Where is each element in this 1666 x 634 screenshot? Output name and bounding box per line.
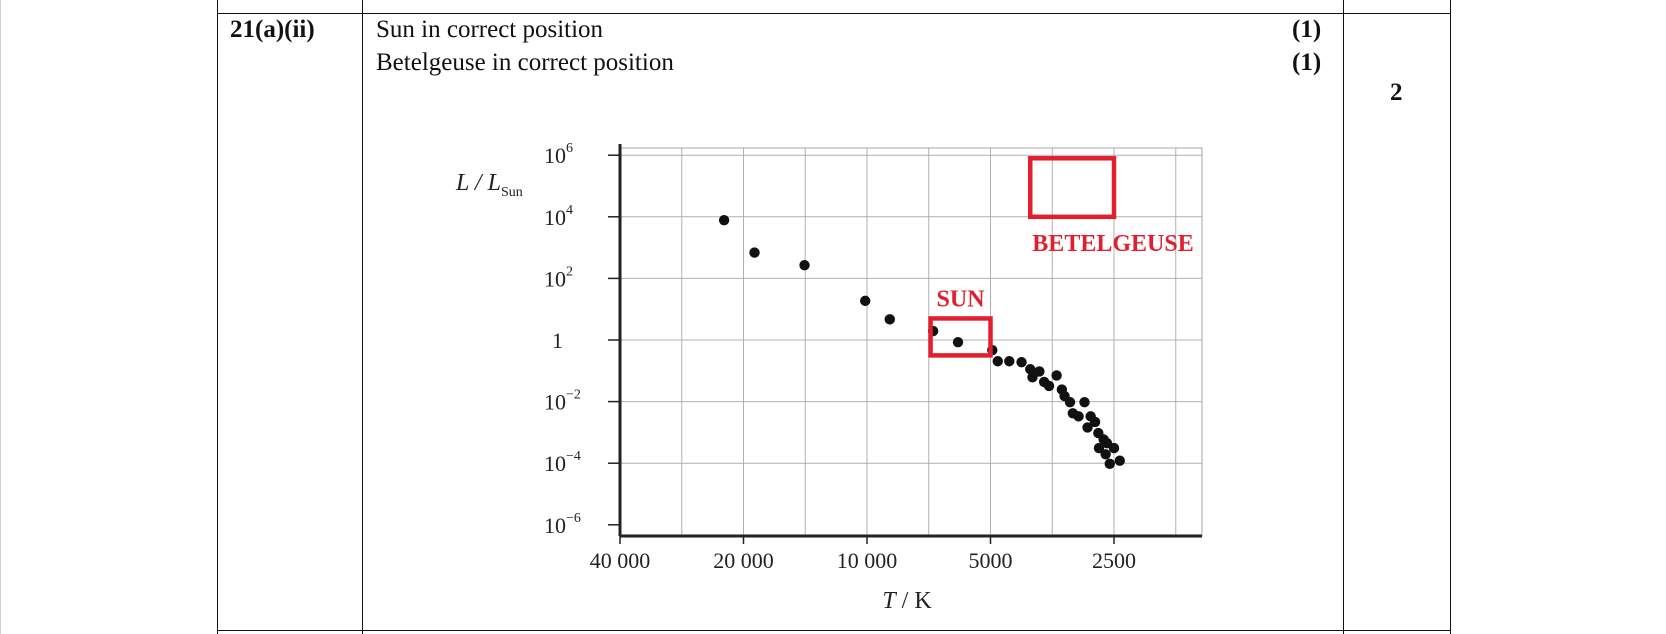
mark-betelgeuse: (1) — [1292, 49, 1322, 76]
data-point — [1093, 442, 1105, 454]
data-point — [1027, 372, 1038, 383]
table-divider-question — [362, 0, 363, 634]
data-point — [1034, 366, 1045, 377]
data-point — [992, 356, 1003, 367]
data-point — [952, 336, 964, 348]
table-border-right — [1450, 0, 1451, 634]
answer-line-sun: Sun in correct position — [376, 16, 604, 43]
y-tick-label: 102 — [544, 264, 573, 291]
hr-diagram-figure: 106 104 102 1 10−2 10−4 10−6 40 000 20 000 10 000… — [420, 130, 1220, 620]
x-axis-title: T / K — [882, 588, 932, 614]
mark-sun: (1) — [1292, 16, 1322, 43]
data-point — [1016, 356, 1027, 368]
x-tick-label: 5000 — [969, 548, 1013, 573]
data-point — [1100, 449, 1111, 460]
data-point — [1064, 397, 1076, 408]
y-tick-label: 10−6 — [544, 511, 581, 538]
y-tick-label: 10−2 — [544, 388, 581, 415]
table-border-left — [217, 0, 218, 634]
table-row-top-border — [217, 13, 1451, 14]
y-tick-label: 106 — [544, 141, 573, 168]
data-point — [1089, 416, 1101, 428]
y-tick-label: 104 — [544, 203, 573, 230]
data-point — [1025, 364, 1036, 375]
data-point — [860, 295, 871, 307]
x-tick-label: 40 000 — [590, 548, 651, 573]
data-point — [1073, 411, 1084, 422]
x-tick-label: 10 000 — [837, 548, 898, 573]
data-point — [718, 214, 730, 226]
data-point — [1004, 356, 1015, 367]
hr-diagram-chart: 106 104 102 1 10−2 10−4 10−6 40 000 20 000 10 000… — [455, 141, 1203, 614]
x-tick-label: 20 000 — [713, 548, 774, 573]
answer-line-betelgeuse: Betelgeuse in correct position — [376, 49, 674, 76]
betelgeuse-box-label: BETELGEUSE — [1032, 231, 1193, 257]
betelgeuse-box — [1028, 156, 1117, 220]
total-marks: 2 — [1390, 79, 1403, 106]
data-point — [1082, 422, 1093, 433]
x-tick-label: 2500 — [1092, 548, 1136, 573]
page-edge — [0, 0, 1, 634]
y-tick-label: 10−4 — [544, 449, 581, 476]
data-point — [1079, 397, 1090, 408]
data-point — [1104, 458, 1115, 470]
sun-box-label: SUN — [937, 286, 986, 312]
y-tick-label: 1 — [552, 328, 563, 353]
data-point — [1043, 380, 1055, 392]
data-point — [1051, 370, 1062, 381]
question-number: 21(a)(ii) — [230, 16, 315, 43]
data-point — [884, 314, 895, 325]
data-point — [749, 247, 760, 258]
table-divider-answer — [1343, 0, 1344, 634]
sun-box — [928, 316, 993, 358]
table-row-bottom-border — [217, 630, 1451, 631]
data-point — [1108, 442, 1120, 454]
data-point — [1114, 455, 1125, 466]
data-point — [799, 259, 810, 271]
y-axis-title: L / LSun — [455, 170, 523, 200]
